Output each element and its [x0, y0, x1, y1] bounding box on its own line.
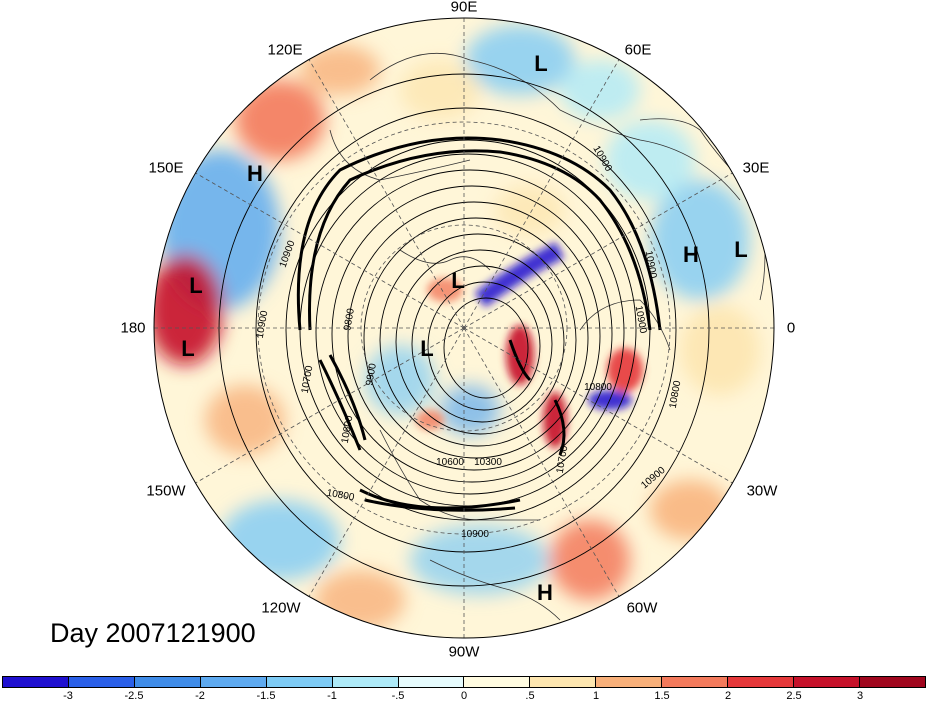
colorbar-swatch [728, 677, 795, 687]
colorbar-swatch [332, 677, 399, 687]
colorbar-swatch [266, 677, 333, 687]
longitude-label: 60E [624, 41, 652, 59]
longitude-label: 150E [148, 159, 184, 177]
longitude-label: 30W [746, 482, 778, 500]
longitude-label: 90E [450, 0, 478, 16]
grid-lines [154, 18, 774, 638]
contour-label: 10700 [555, 444, 571, 474]
colorbar-tick-label: 2.5 [786, 690, 802, 702]
colorbar-swatch [200, 677, 267, 687]
contour-label: 10900 [255, 309, 271, 339]
colorbar-swatch [596, 677, 663, 687]
low-pressure-marker: L [189, 273, 203, 298]
longitude-label: 30E [742, 159, 770, 177]
longitude-label: 60W [626, 599, 658, 617]
colorbar-swatch [398, 677, 465, 687]
colorbar-swatch [464, 677, 531, 687]
colorbar-tick-label: 2 [724, 690, 732, 702]
contour-label: 10800 [584, 382, 612, 393]
colorbar [2, 676, 926, 688]
colorbar-tick-label: 1 [592, 690, 600, 702]
low-pressure-marker: L [734, 237, 748, 262]
high-pressure-marker: H [537, 580, 553, 605]
contour-label: 10800 [668, 379, 684, 409]
colorbar-tick-label: -3 [63, 690, 73, 702]
colorbar-tick-label: -.5 [391, 690, 405, 702]
colorbar-tick-label: -1 [327, 690, 337, 702]
longitude-label: 90W [448, 643, 480, 661]
colorbar-swatch [794, 677, 860, 687]
contour-label: 10300 [474, 457, 502, 468]
contour-label: 10900 [633, 305, 649, 335]
colorbar-tick-label: -2 [195, 690, 205, 702]
colorbar-swatch [134, 677, 201, 687]
colorbar-tick-label: 3 [856, 690, 864, 702]
colorbar-tick-label: -2.5 [124, 690, 144, 702]
date-title: Day 2007121900 [50, 618, 256, 648]
longitude-label: 120E [267, 41, 303, 59]
contour-label: 10800 [326, 488, 356, 504]
colorbar-swatch [662, 677, 729, 687]
longitude-label: 150W [146, 482, 186, 500]
colorbar-tick-label: 0 [460, 690, 468, 702]
longitude-label: 180 [120, 319, 146, 337]
map-boundary [153, 17, 775, 639]
low-pressure-marker: L [181, 336, 195, 361]
colorbar-swatch [530, 677, 597, 687]
jet-contours [296, 136, 662, 512]
high-pressure-marker: H [683, 242, 699, 267]
longitude-label: 120W [261, 599, 301, 617]
contour-label: 9900 [364, 362, 379, 386]
contour-label: 10600 [340, 414, 356, 444]
contour-label: 10600 [436, 457, 464, 468]
colorbar-tick-label: .5 [525, 690, 535, 702]
colorbar-swatch [859, 677, 925, 687]
longitude-label: 0 [786, 319, 796, 337]
low-pressure-marker: L [420, 336, 434, 361]
colorbar-swatch [68, 677, 135, 687]
contour-label: 9800 [342, 307, 357, 331]
low-pressure-marker: L [451, 268, 465, 293]
colorbar-tick-label: -1.5 [256, 690, 276, 702]
colorbar-tick-label: 1.5 [654, 690, 670, 702]
low-pressure-marker: L [534, 51, 548, 76]
contour-label: 10900 [461, 529, 489, 540]
contour-label: 10700 [300, 364, 316, 394]
colorbar-swatch [3, 677, 69, 687]
high-pressure-marker: H [247, 161, 263, 186]
contour-label: 10900 [643, 250, 659, 280]
